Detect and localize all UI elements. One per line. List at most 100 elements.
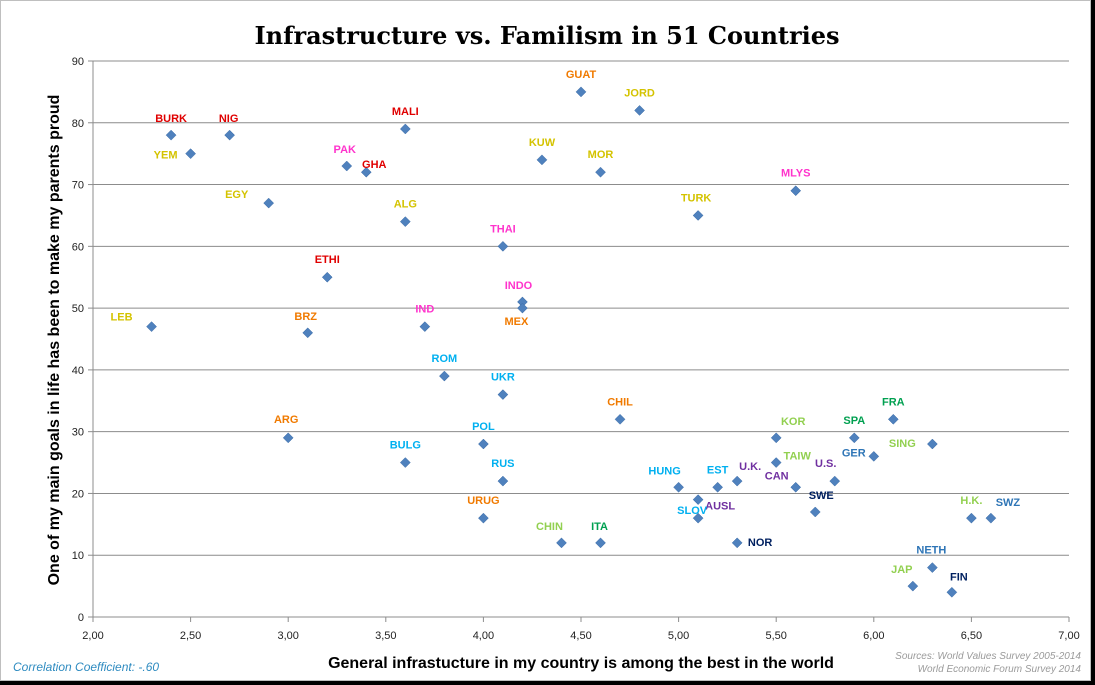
data-point: [927, 562, 938, 573]
point-label: GER: [842, 447, 866, 459]
point-label: MEX: [505, 316, 530, 328]
point-label: PAK: [334, 144, 356, 156]
x-tick-label: 2,00: [82, 630, 103, 642]
data-point: [165, 129, 177, 141]
point-label: SWZ: [996, 497, 1021, 509]
data-point: [887, 413, 899, 425]
data-point: [341, 160, 353, 172]
point-label: LEB: [111, 312, 133, 324]
point-label: HUNG: [648, 465, 680, 477]
x-tick-label: 5,00: [668, 630, 689, 642]
x-tick-label: 6,00: [863, 630, 884, 642]
point-label: SPA: [843, 415, 865, 427]
y-tick-label: 80: [72, 118, 84, 130]
y-tick-label: 40: [72, 365, 84, 377]
point-label: TURK: [681, 192, 712, 204]
point-label: CHIN: [536, 521, 563, 533]
point-label: ARG: [274, 414, 298, 426]
point-label: BURK: [155, 113, 187, 125]
data-point: [302, 327, 314, 339]
y-tick-label: 10: [72, 550, 84, 562]
data-point: [263, 197, 275, 209]
x-tick-label: 7,00: [1058, 630, 1079, 642]
point-label: UKR: [491, 372, 515, 384]
x-tick-label: 4,00: [473, 630, 494, 642]
data-point: [399, 216, 411, 227]
point-label: FRA: [882, 396, 905, 408]
data-point: [497, 475, 509, 487]
data-point: [770, 432, 782, 444]
data-points: [146, 86, 997, 598]
y-tick-label: 70: [72, 180, 84, 192]
point-label: BRZ: [294, 311, 317, 323]
point-label: INDO: [505, 280, 533, 292]
point-label: NIG: [219, 113, 239, 125]
point-label: AUSL: [705, 501, 735, 513]
point-label: POL: [472, 421, 495, 433]
point-label: CHIL: [607, 396, 633, 408]
data-point: [419, 321, 431, 332]
point-label: BULG: [390, 440, 421, 452]
data-point: [790, 185, 802, 197]
data-point: [673, 481, 684, 493]
point-label: FIN: [950, 571, 968, 583]
data-point: [966, 512, 977, 524]
x-tick-label: 2,50: [180, 630, 201, 642]
point-label: EST: [707, 464, 729, 476]
point-label: KOR: [781, 416, 806, 428]
y-tick-label: 0: [78, 612, 84, 624]
x-tick-label: 3,50: [375, 630, 396, 642]
data-point: [497, 389, 509, 400]
point-label: NOR: [748, 537, 773, 549]
point-label: U.S.: [815, 458, 836, 470]
point-label: JAP: [891, 564, 912, 576]
y-tick-label: 60: [72, 241, 84, 253]
x-tick-label: 6,50: [961, 630, 982, 642]
x-tick-label: 5,50: [765, 630, 786, 642]
y-tick-label: 30: [72, 427, 84, 439]
point-label: EGY: [225, 189, 249, 201]
data-point: [282, 432, 294, 444]
data-point: [770, 457, 782, 468]
point-label: ETHI: [315, 254, 340, 266]
data-point: [790, 481, 802, 493]
sources-line-2: World Economic Forum Survey 2014: [918, 664, 1082, 675]
data-point: [692, 210, 704, 221]
data-point: [946, 586, 958, 598]
point-label: THAI: [490, 223, 516, 235]
data-point: [556, 537, 567, 549]
data-point: [575, 86, 587, 98]
data-point: [146, 321, 157, 332]
point-label: URUG: [467, 495, 499, 507]
data-point: [185, 148, 196, 160]
grid-lines: [93, 60, 1069, 556]
y-tick-label: 50: [72, 303, 84, 315]
data-point: [360, 166, 372, 178]
point-label: YEM: [154, 150, 178, 162]
point-label: SING: [889, 438, 916, 450]
x-tick-label: 4,50: [570, 630, 591, 642]
point-label: MLYS: [781, 168, 811, 180]
data-point: [399, 457, 411, 468]
x-tick-label: 3,00: [277, 630, 298, 642]
tick-labels: 0 10 20 30 40 50 60 70 80 90 2,00 2,50 3,00 3,50 4,00 4…: [72, 56, 1080, 642]
point-label: KUW: [529, 137, 556, 149]
data-point: [907, 580, 919, 592]
data-point: [517, 302, 528, 314]
correlation-note: Correlation Coefficient: -.60: [13, 660, 159, 674]
point-label: SLOV: [677, 505, 708, 517]
axes: [88, 60, 1070, 622]
point-label: CAN: [765, 470, 789, 482]
point-label: IND: [415, 304, 434, 316]
point-label: ITA: [591, 521, 608, 533]
data-point: [614, 413, 626, 425]
data-point: [927, 438, 938, 450]
data-point: [321, 271, 333, 283]
data-point: [712, 481, 723, 493]
point-label: SWE: [809, 490, 834, 502]
point-label: H.K.: [960, 495, 982, 507]
y-tick-label: 90: [72, 56, 84, 68]
point-label: NETH: [916, 545, 946, 557]
